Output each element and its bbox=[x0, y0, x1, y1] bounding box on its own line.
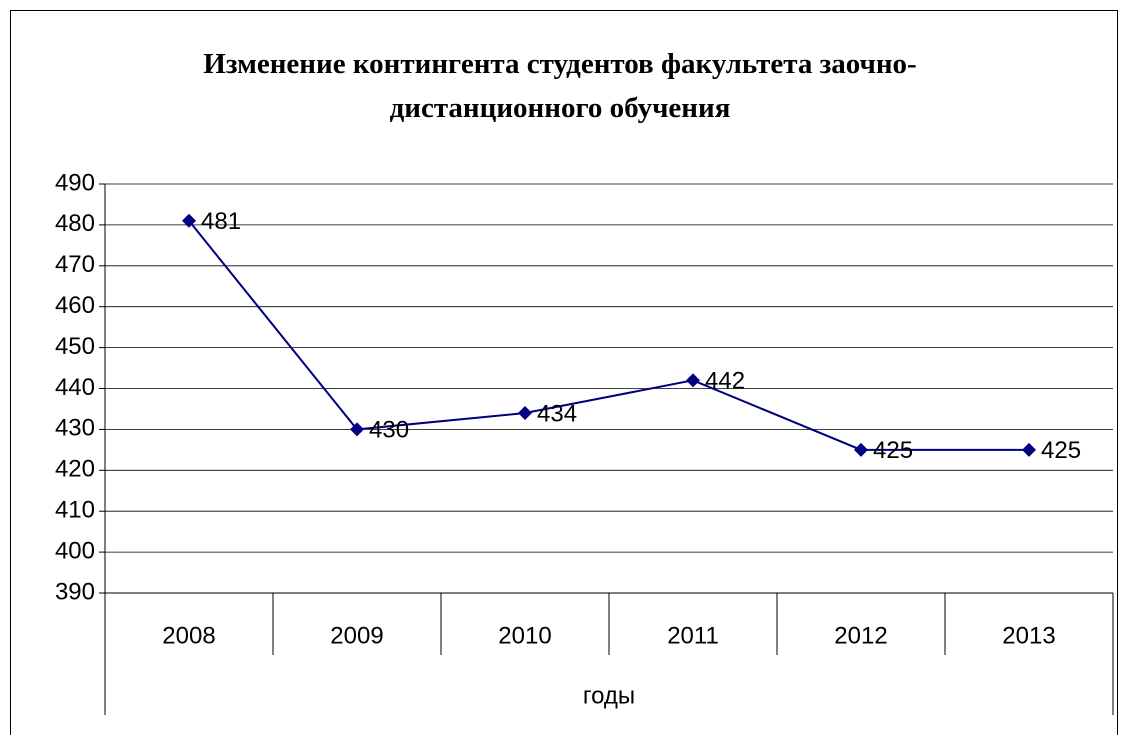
marker bbox=[686, 373, 700, 388]
y-tick-label: 420 bbox=[55, 456, 95, 483]
marker bbox=[182, 213, 196, 228]
y-tick-label: 490 bbox=[55, 169, 95, 196]
marker bbox=[1022, 442, 1036, 457]
data-label: 481 bbox=[201, 208, 241, 235]
marker bbox=[854, 442, 868, 457]
y-tick-label: 440 bbox=[55, 374, 95, 401]
data-label: 425 bbox=[873, 437, 913, 464]
chart-title: Изменение контингента студентов факульте… bbox=[203, 48, 917, 124]
x-tick-label: 2009 bbox=[330, 622, 383, 649]
data-label: 430 bbox=[369, 417, 409, 444]
y-tick-label: 410 bbox=[55, 497, 95, 524]
y-tick-label: 480 bbox=[55, 210, 95, 237]
y-tick-label: 430 bbox=[55, 415, 95, 442]
y-tick-label: 470 bbox=[55, 251, 95, 278]
x-tick-label: 2010 bbox=[498, 622, 551, 649]
x-tick-label: 2013 bbox=[1002, 622, 1055, 649]
series-line bbox=[188, 220, 1029, 451]
y-tick-label: 400 bbox=[55, 537, 95, 564]
y-tick-label: 460 bbox=[55, 292, 95, 319]
x-axis-label: годы bbox=[583, 682, 635, 709]
x-tick-label: 2012 bbox=[834, 622, 887, 649]
x-tick-label: 2011 bbox=[667, 622, 719, 649]
marker bbox=[518, 406, 532, 421]
y-tick-label: 390 bbox=[55, 578, 95, 605]
marker bbox=[350, 422, 364, 437]
y-tick-label: 450 bbox=[55, 333, 95, 360]
x-tick-label: 2008 bbox=[162, 622, 215, 649]
data-label: 425 bbox=[1041, 437, 1081, 464]
chart-border bbox=[10, 10, 1118, 735]
data-label: 434 bbox=[537, 400, 577, 427]
data-label: 442 bbox=[705, 368, 745, 395]
